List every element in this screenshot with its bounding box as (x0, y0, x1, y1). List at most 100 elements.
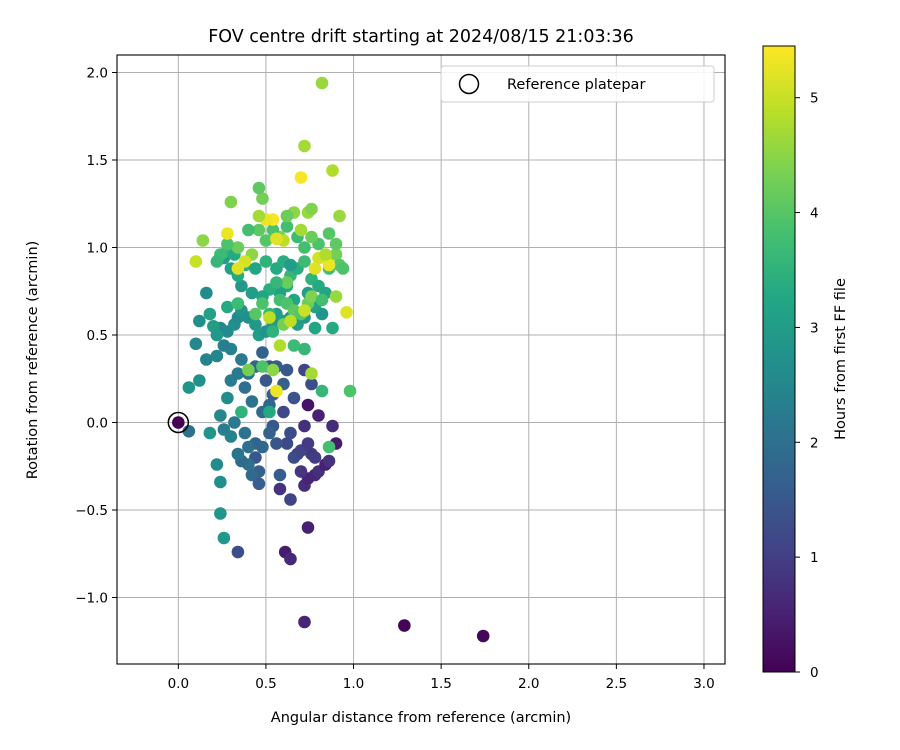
data-point (336, 262, 350, 275)
data-point (329, 248, 343, 261)
data-point (217, 531, 231, 545)
data-point (242, 223, 255, 237)
data-point (210, 458, 224, 471)
data-point (245, 468, 259, 482)
data-point (252, 209, 266, 223)
data-point (203, 307, 217, 321)
colorbar-label: Hours from first FF file (833, 278, 849, 440)
data-point (273, 468, 287, 482)
x-tick-label: 0.0 (168, 676, 189, 692)
legend-box (440, 65, 715, 103)
data-point (308, 451, 322, 464)
data-point (280, 209, 294, 223)
data-point (326, 164, 339, 177)
data-point (256, 192, 269, 205)
data-point (298, 139, 311, 153)
data-point (249, 307, 262, 321)
data-point (305, 202, 318, 216)
data-point (287, 391, 301, 405)
colorbar-tick-label: 5 (810, 91, 819, 107)
data-point (256, 360, 269, 373)
data-point (312, 409, 325, 422)
y-axis-ticks: −1.0 −0.5 0.0 0.5 1.0 1.5 2.0 (75, 66, 117, 607)
data-point (228, 416, 241, 429)
y-tick-label: 1.5 (87, 153, 108, 169)
data-point (214, 475, 227, 489)
data-point (231, 447, 245, 461)
data-point (217, 423, 231, 436)
chart-title: FOV centre drift starting at 2024/08/15 … (208, 27, 634, 47)
data-point (298, 304, 311, 317)
legend-marker-icon (458, 73, 480, 95)
data-point (322, 258, 336, 272)
data-point (284, 493, 297, 506)
data-point (182, 381, 196, 394)
data-point (322, 454, 336, 468)
colorbar (762, 45, 796, 673)
data-point (256, 297, 269, 310)
data-point (259, 374, 273, 387)
data-point (305, 290, 318, 303)
data-point (259, 234, 273, 247)
data-point (235, 353, 248, 366)
data-point (315, 384, 329, 398)
data-point (182, 424, 196, 438)
legend: Reference platepar (440, 65, 715, 103)
colorbar-tick-label: 2 (810, 435, 819, 451)
data-point (305, 377, 318, 391)
data-point (266, 363, 280, 377)
data-point (343, 384, 357, 398)
data-point (333, 209, 346, 223)
data-points (172, 76, 490, 643)
data-point (231, 545, 245, 559)
x-tick-label: 2.5 (606, 676, 627, 692)
colorbar-tick-label: 4 (810, 206, 819, 222)
data-point (270, 232, 283, 246)
data-point (263, 426, 276, 440)
x-axis-label: Angular distance from reference (arcmin) (271, 710, 571, 726)
data-point (280, 220, 294, 233)
data-point (256, 346, 269, 359)
data-point (284, 426, 297, 440)
data-point (329, 237, 343, 251)
data-point (235, 405, 248, 419)
y-tick-label: 2.0 (87, 66, 108, 82)
data-point (280, 276, 294, 289)
data-point (200, 286, 213, 300)
data-point (298, 419, 311, 433)
data-point (210, 349, 224, 363)
data-point (221, 227, 234, 240)
data-point (193, 314, 206, 328)
data-point (322, 227, 336, 240)
data-point (305, 367, 318, 380)
y-tick-label: −1.0 (75, 591, 108, 607)
data-point (210, 255, 224, 268)
plot-frame (116, 54, 726, 665)
data-point (172, 416, 185, 429)
data-point (231, 262, 245, 275)
data-point (214, 409, 227, 422)
data-point (284, 258, 297, 272)
data-point (284, 552, 297, 566)
reference-platepar-marker (167, 411, 190, 434)
data-point (224, 195, 238, 209)
data-point (263, 311, 276, 324)
data-point (340, 305, 353, 319)
data-point (315, 293, 329, 307)
data-point (252, 223, 266, 237)
data-point (319, 248, 332, 261)
data-point (214, 507, 227, 520)
data-point (249, 318, 262, 331)
legend-label: Reference platepar (507, 77, 645, 93)
data-point (263, 405, 276, 419)
data-point (280, 437, 294, 450)
data-point (200, 353, 213, 366)
data-point (476, 629, 490, 643)
data-point (277, 405, 290, 419)
data-point (308, 321, 322, 335)
data-point (242, 363, 255, 377)
data-point (326, 419, 339, 433)
data-point (270, 437, 283, 450)
